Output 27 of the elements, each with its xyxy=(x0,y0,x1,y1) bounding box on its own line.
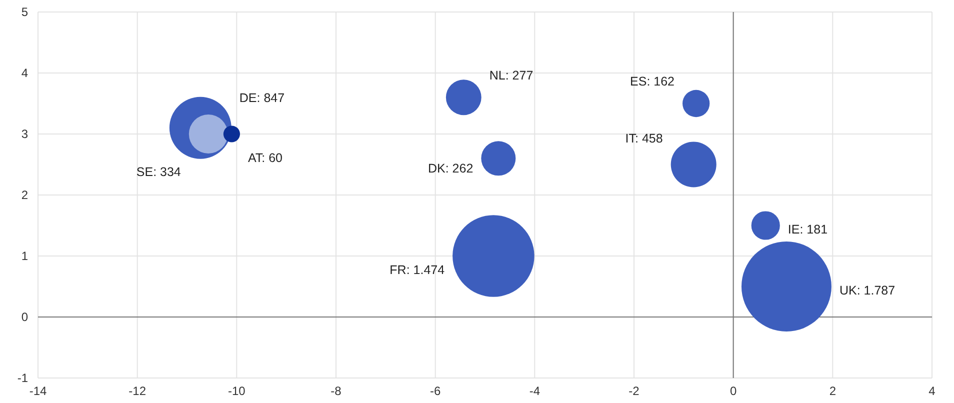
annotation: DE: 847 xyxy=(239,90,285,105)
y-tick-label: 4 xyxy=(21,66,28,80)
annotation: IT: 458 xyxy=(625,132,663,146)
annotation: NL: 277 xyxy=(489,68,534,82)
annotation: UK: 1.787 xyxy=(839,284,896,298)
annotation: ES: 162 xyxy=(630,74,675,88)
x-tick-label: -14 xyxy=(29,384,47,398)
x-tick-label: -8 xyxy=(330,384,342,398)
x-tick-label: -10 xyxy=(228,384,246,398)
x-tick-label: 4 xyxy=(928,384,936,398)
x-tick-label: -6 xyxy=(430,384,441,398)
x-tick-label: -2 xyxy=(628,384,640,398)
annotation: IE: 181 xyxy=(788,222,828,236)
annotation: AT: 60 xyxy=(248,151,283,165)
x-tick-label: -12 xyxy=(128,384,146,398)
annotation: DK: 262 xyxy=(428,161,474,176)
y-tick-label: 3 xyxy=(21,127,28,141)
y-tick-label: 1 xyxy=(21,249,28,263)
annotation: FR: 1.474 xyxy=(390,263,445,277)
y-tick-label: -1 xyxy=(17,371,28,385)
annotation: SE: 334 xyxy=(136,165,181,179)
y-tick-label: 5 xyxy=(21,5,28,19)
y-tick-label: 0 xyxy=(21,310,28,324)
y-tick-label: 2 xyxy=(21,188,28,202)
x-tick-label: 0 xyxy=(730,384,737,398)
x-tick-label: -4 xyxy=(529,384,540,398)
x-tick-label: 2 xyxy=(829,384,836,398)
